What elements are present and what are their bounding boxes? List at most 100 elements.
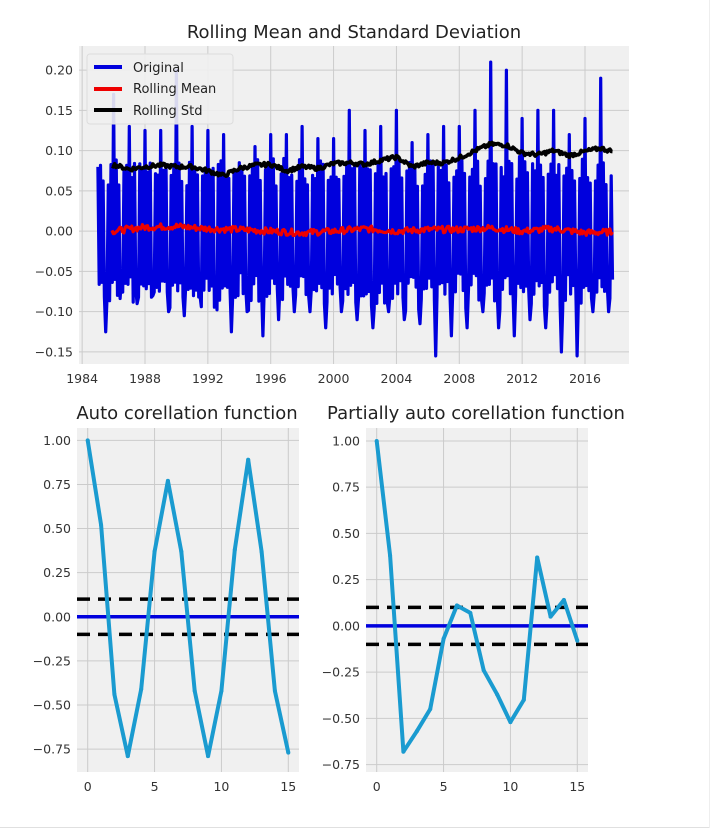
rolling-y-tick-label: 0.00 [45, 224, 73, 239]
pacf-point [535, 555, 540, 560]
acf-point [85, 438, 90, 443]
pacf-x-tick-labels: 0 5 10 15 [373, 779, 586, 794]
legend-box [86, 53, 234, 125]
pacf-x-tick-label: 5 [440, 779, 448, 794]
pacf-point [441, 636, 446, 641]
pacf-x-tick-label: 0 [373, 779, 381, 794]
pacf-y-tick-label: −0.50 [322, 711, 360, 726]
rolling-x-tick-label: 1996 [255, 371, 287, 386]
rolling-x-tick-label: 2004 [381, 371, 413, 386]
rolling-y-tick-label: 0.15 [45, 103, 73, 118]
acf-y-tick-label: 1.00 [43, 433, 71, 448]
pacf-grid [366, 428, 588, 772]
pacf-y-tick-label: 0.25 [332, 572, 360, 587]
acf-x-tick-labels: 0 5 10 15 [84, 779, 297, 794]
acf-y-tick-label: 0.25 [43, 565, 71, 580]
rolling-y-tick-label: 0.05 [45, 183, 73, 198]
rolling-chart: Rolling Mean and Standard Deviation −0.1… [35, 22, 629, 386]
rolling-x-tick-label: 1992 [192, 371, 224, 386]
acf-point [272, 688, 277, 693]
acf-x-tick-label: 15 [280, 779, 296, 794]
pacf-point [401, 749, 406, 754]
pacf-axes-background [366, 428, 588, 772]
acf-x-tick-label: 5 [151, 779, 159, 794]
legend-label-original: Original [133, 61, 184, 76]
pacf-y-tick-label: 1.00 [332, 433, 360, 448]
acf-y-tick-label: 0.75 [43, 477, 71, 492]
rolling-x-tick-label: 1984 [66, 371, 98, 386]
pacf-y-tick-label: −0.75 [322, 757, 360, 772]
acf-chart-title: Auto corellation function [76, 403, 297, 424]
pacf-point [508, 720, 513, 725]
pacf-y-tick-label: −0.25 [322, 665, 360, 680]
pacf-point [428, 707, 433, 712]
rolling-x-tick-labels: 1984 1988 1992 1996 2000 2004 2008 2012 2016 [66, 371, 601, 386]
pacf-series-line [374, 440, 580, 754]
pacf-point [495, 692, 500, 697]
acf-x-tick-label: 0 [84, 779, 92, 794]
rolling-legend: Original Rolling Mean Rolling Std [86, 53, 234, 125]
acf-point [246, 457, 251, 462]
acf-y-tick-label: −0.50 [33, 697, 71, 712]
acf-chart: Auto corellation function −0.75 −0.50 −0.2… [33, 403, 299, 794]
pacf-x-tick-label: 10 [502, 779, 518, 794]
acf-point [165, 478, 170, 483]
pacf-chart: Partially auto corellation function −0.7… [322, 403, 625, 794]
pacf-point [481, 668, 486, 673]
rolling-x-tick-label: 2012 [506, 371, 538, 386]
pacf-point [468, 610, 473, 615]
acf-x-tick-label: 10 [213, 779, 229, 794]
rolling-series [96, 60, 615, 358]
rolling-x-tick-label: 2016 [569, 371, 601, 386]
acf-point [219, 688, 224, 693]
acf-point [192, 688, 197, 693]
legend-label-rolling-mean: Rolling Mean [133, 82, 216, 97]
pacf-point [561, 598, 566, 602]
pacf-series [366, 438, 588, 754]
cell-bottom-border [0, 827, 710, 828]
series-line-rolling-mean [110, 222, 614, 238]
pacf-chart-title: Partially auto corellation function [327, 403, 625, 424]
pacf-point [548, 614, 553, 619]
pacf-y-tick-labels: −0.75 −0.50 −0.25 0.00 0.25 0.50 0.75 1.00 [322, 433, 360, 772]
acf-point [125, 754, 130, 759]
pacf-point [454, 603, 459, 608]
acf-point [232, 547, 237, 552]
acf-y-tick-label: 0.00 [43, 609, 71, 624]
pacf-point [414, 729, 419, 734]
acf-point [99, 523, 104, 528]
acf-point [179, 549, 184, 554]
acf-y-tick-label: −0.25 [33, 653, 71, 668]
acf-y-tick-label: 0.50 [43, 521, 71, 536]
pacf-point [374, 438, 379, 443]
pacf-x-tick-label: 15 [569, 779, 585, 794]
rolling-y-tick-label: −0.15 [35, 344, 73, 359]
legend-label-rolling-std: Rolling Std [133, 104, 202, 119]
pacf-y-tick-label: 0.50 [332, 526, 360, 541]
rolling-chart-title: Rolling Mean and Standard Deviation [187, 22, 521, 43]
rolling-y-tick-label: −0.05 [35, 264, 73, 279]
acf-y-tick-labels: −0.75 −0.50 −0.25 0.00 0.25 0.50 0.75 1.00 [33, 433, 71, 757]
rolling-y-tick-label: −0.10 [35, 304, 73, 319]
acf-point [152, 549, 157, 554]
rolling-y-tick-labels: −0.15 −0.10 −0.05 0.00 0.05 0.10 0.15 0.20 [35, 63, 73, 360]
series-line-rolling-std [111, 140, 614, 178]
pacf-point [388, 553, 393, 558]
pacf-point [521, 697, 526, 702]
acf-point [286, 750, 291, 755]
rolling-x-tick-label: 2000 [318, 371, 350, 386]
rolling-x-tick-label: 1988 [129, 371, 161, 386]
rolling-x-tick-label: 2008 [443, 371, 475, 386]
pacf-y-tick-label: 0.00 [332, 618, 360, 633]
rolling-y-tick-label: 0.10 [45, 143, 73, 158]
rolling-y-tick-label: 0.20 [45, 63, 73, 78]
pacf-y-tick-label: 0.75 [332, 480, 360, 495]
acf-grid [77, 428, 299, 772]
acf-point [206, 754, 211, 759]
acf-series-line [85, 439, 291, 759]
pacf-point [575, 638, 580, 643]
acf-y-tick-label: −0.75 [33, 742, 71, 757]
acf-point [112, 692, 117, 697]
acf-point [139, 687, 144, 692]
